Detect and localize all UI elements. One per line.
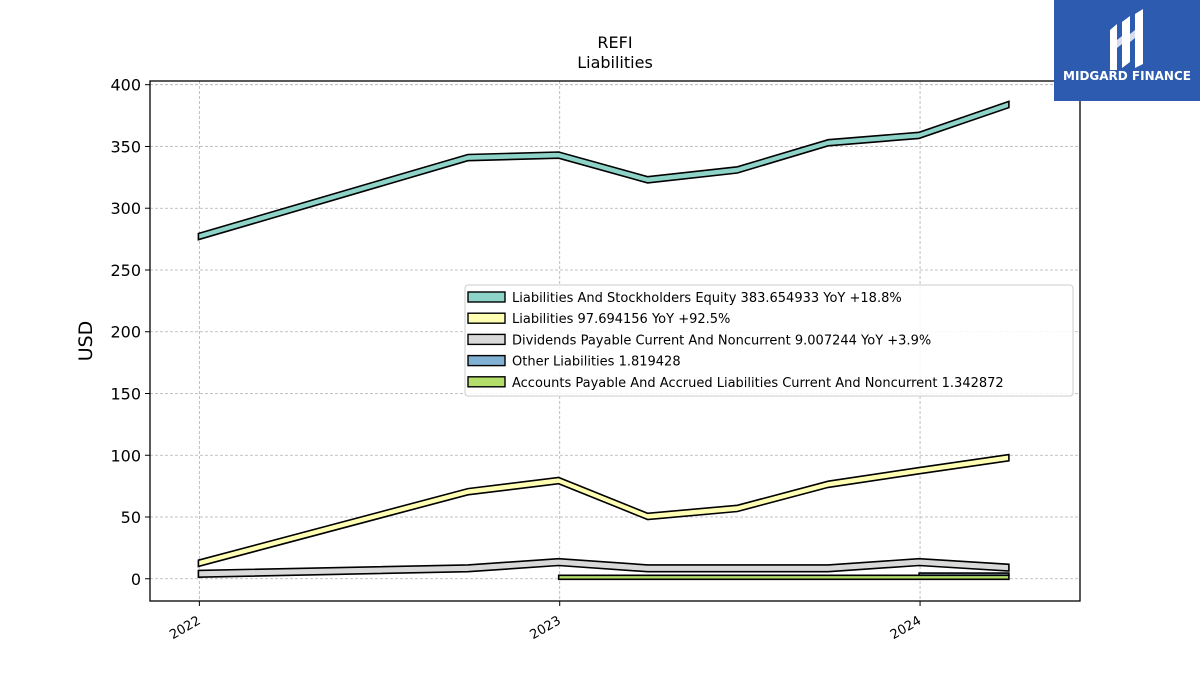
y-tick-label: 50 <box>121 508 141 527</box>
y-tick-label: 350 <box>110 137 141 156</box>
legend: Liabilities And Stockholders Equity 383.… <box>464 284 1074 397</box>
legend-label-3: Other Liabilities 1.819428 <box>512 355 681 370</box>
y-tick-label: 200 <box>110 323 141 342</box>
series-band-0 <box>197 100 1010 241</box>
y-tick-label: 250 <box>110 261 141 280</box>
legend-swatch-3 <box>467 354 506 367</box>
legend-swatch-4 <box>467 376 506 388</box>
legend-label-4: Accounts Payable And Accrued Liabilities… <box>512 376 1004 391</box>
legend-label-2: Dividends Payable Current And Noncurrent… <box>512 333 931 348</box>
x-tick-label: 2022 <box>167 613 203 643</box>
midgard-logo-icon <box>1110 9 1143 70</box>
legend-label-0: Liabilities And Stockholders Equity 383.… <box>512 291 902 306</box>
x-tick-label: 2023 <box>528 613 564 643</box>
legend-box <box>464 284 1074 397</box>
chart-subtitle: Liabilities <box>577 53 653 72</box>
y-tick-label: 0 <box>131 570 141 589</box>
series-band-1 <box>197 453 1010 568</box>
y-axis-label: USD <box>75 321 97 362</box>
series-band-4 <box>557 574 1010 581</box>
x-tick-label: 2024 <box>888 613 924 643</box>
chart-title: REFI <box>597 33 632 52</box>
series-layer <box>197 100 1010 581</box>
legend-swatch-1 <box>467 312 506 324</box>
brand-name: MIDGARD FINANCE <box>1063 69 1191 83</box>
y-axis-ticks: 0 50 100 150 200 250 300 350 400 <box>110 76 150 589</box>
y-tick-label: 150 <box>110 384 141 403</box>
plot-frame <box>149 80 1081 602</box>
legend-swatch-0 <box>467 291 506 303</box>
legend-swatch-2 <box>467 333 506 346</box>
y-tick-label: 300 <box>110 199 141 218</box>
x-axis-ticks: 2022 2023 2024 <box>167 601 924 643</box>
y-tick-label: 400 <box>110 76 141 95</box>
series-band-2 <box>197 557 1010 579</box>
y-tick-label: 100 <box>110 446 141 465</box>
legend-label-1: Liabilities 97.694156 YoY +92.5% <box>512 312 730 327</box>
brand-logo: MIDGARD FINANCE <box>1054 0 1200 101</box>
